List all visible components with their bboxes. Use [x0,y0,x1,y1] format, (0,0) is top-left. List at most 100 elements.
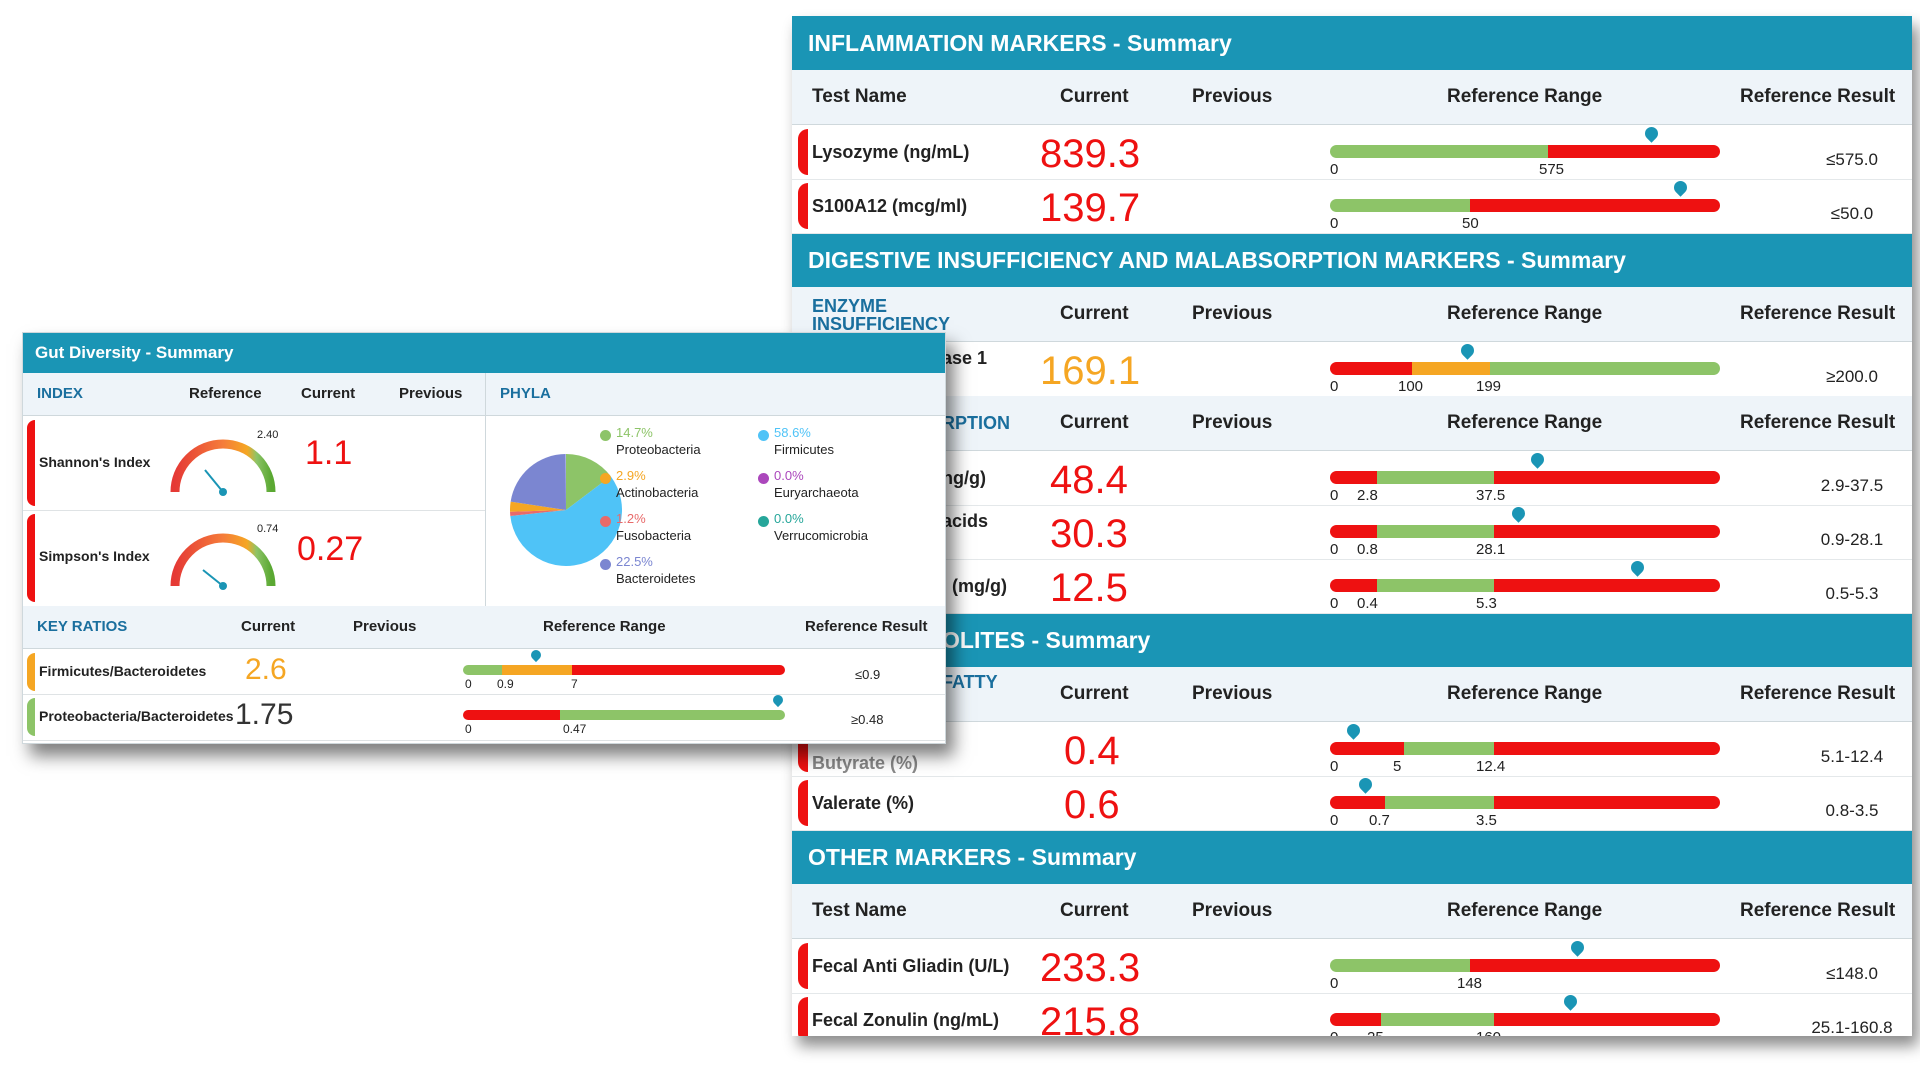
test-name: l (mg/g) [942,576,1007,596]
col-reference-range: Reference Range [1447,303,1603,324]
table-row[interactable]: S100A12 (mcg/ml) 139.7 0 50 ≤50.0 [792,178,1912,234]
malabsorption-label: RPTION [942,413,1011,433]
value-marker-icon [1568,938,1587,957]
range-bar [1330,525,1720,538]
current-value: 139.7 [1040,186,1141,230]
gut-diversity-panel: Gut Diversity - Summary INDEX Reference … [22,332,946,744]
pie-slice-proteobacteria [566,454,611,510]
legend-dot-icon [600,559,611,570]
tick-label: 3.5 [1476,812,1497,829]
range-bar [1330,796,1720,809]
col-current: Current [241,618,296,635]
index-current-value: 1.1 [305,434,353,472]
current-value: 48.4 [1050,458,1128,502]
value-marker-icon [1344,721,1363,740]
table-row[interactable]: Fecal Anti Gliadin (U/L) 233.3 0 148 ≤14… [792,938,1912,994]
legend-label: Bacteroidetes [616,571,696,586]
tick-label: 199 [1476,378,1502,395]
current-value: 215.8 [1040,1000,1141,1036]
col-previous: Previous [1192,86,1273,107]
reference-result: 25.1-160.8 [1811,1018,1893,1036]
enzyme-header: ENZYME INSUFFICIENCY Current Previous Re… [792,287,1912,342]
status-flag [27,698,35,736]
legend-label: Euryarchaeota [774,485,859,500]
ratio-name: Proteobacteria/Bacteroidetes [39,708,234,724]
inflammation-header: Test Name Current Previous Reference Ran… [792,70,1912,125]
table-row[interactable]: ase 1 169.1 0 100 199 ≥200.0 [792,341,1912,397]
range-bar [463,665,785,675]
status-flag [27,653,35,691]
inflammation-title: INFLAMMATION MARKERS - Summary [792,16,1912,70]
table-row[interactable]: Lysozyme (ng/mL) 839.3 0 575 ≤575.0 [792,124,1912,180]
col-reference-range: Reference Range [1447,86,1603,107]
legend-item: 58.6% Firmicutes [758,424,834,458]
reference-result: ≤575.0 [1826,150,1878,169]
table-row[interactable]: ng/g) 48.4 0 2.8 37.5 2.9-37.5 [792,450,1912,506]
legend-item: 0.0% Verrucomicrobia [758,510,868,544]
status-flag [798,780,808,826]
index-row[interactable]: Simpson's Index 0.74 0.27 [23,510,485,607]
table-row[interactable]: Valerate (%) 0.6 0 0.7 3.5 0.8-3.5 [792,775,1912,831]
col-test-name: Test Name [812,900,907,921]
col-current: Current [1060,303,1129,324]
legend-item: 14.7% Proteobacteria [600,424,701,458]
legend-dot-icon [758,473,769,484]
col-reference-result: Reference Result [1740,412,1896,433]
col-previous: Previous [353,618,417,635]
pie-slice-bacteroidetes [510,454,566,510]
test-name: Valerate (%) [812,793,915,813]
col-current: Current [1060,412,1129,433]
legend-percent: 14.7% [616,425,653,440]
tick-label: 0.8 [1357,541,1378,558]
table-row[interactable]: Butyrate (%) 0.4 0 5 12.4 5.1-12.4 [792,721,1912,777]
tick-label: 0 [1330,378,1339,395]
status-flag [798,129,808,175]
current-value: 233.3 [1040,946,1141,990]
value-marker-icon [528,647,544,663]
simpson-gauge: 0.74 [170,523,278,590]
gauge-max-label: 0.74 [257,523,278,535]
tick-label: 50 [1462,215,1479,232]
table-row[interactable]: l (mg/g) 12.5 0 0.4 5.3 0.5-5.3 [792,558,1912,614]
table-row[interactable]: acids 30.3 0 0.8 28.1 0.9-28.1 [792,504,1912,560]
legend-item: 22.5% Bacteroidetes [600,553,696,587]
phyla-pie-chart [510,454,622,566]
tick-label: 0 [1330,975,1339,992]
status-flag [27,420,35,506]
reference-result: 2.9-37.5 [1820,476,1884,495]
pie-slice-actinobacteria [510,501,566,512]
metabolites-header: FATTY Current Previous Reference Range R… [792,667,1912,722]
legend-label: Firmicutes [774,442,834,457]
col-index: INDEX [37,385,83,402]
index-row[interactable]: Shannon's Index 2.40 1.1 [23,416,485,511]
reference-result: ≤148.0 [1826,964,1878,983]
test-name: ase 1 [942,348,988,368]
legend-dot-icon [758,430,769,441]
status-flag [798,997,808,1036]
metabolites-title: OLITES - Summary [792,613,1912,667]
tick-label: 0 [1330,758,1339,775]
current-value: 839.3 [1040,132,1141,176]
ratio-row[interactable]: Proteobacteria/Bacteroidetes 1.75 0 0.47… [23,692,945,741]
tick-label: 100 [1398,378,1424,395]
col-current: Current [1060,86,1129,107]
range-bar [1330,742,1720,755]
legend-percent: 2.9% [616,468,646,483]
ratio-row[interactable]: Firmicutes/Bacteroidetes 2.6 0 0.9 7 ≤0.… [23,647,945,695]
tick-label: 7 [571,677,578,691]
tick-label: 575 [1539,161,1565,178]
col-key-ratios: KEY RATIOS [37,618,128,635]
tick-label: 0 [1330,595,1339,612]
table-row[interactable]: Fecal Zonulin (ng/mL) 215.8 0 25 160 25.… [792,992,1912,1036]
col-previous: Previous [399,385,463,402]
tick-label: 0 [1330,812,1339,829]
col-reference-range: Reference Range [1447,412,1603,433]
col-reference-range: Reference Range [1447,900,1603,921]
current-value: 0.6 [1064,783,1120,827]
range-bar [1330,579,1720,592]
col-reference-result: Reference Result [805,618,928,635]
range-bar [463,710,785,720]
current-value: 12.5 [1050,566,1128,610]
range-bar [1330,199,1720,212]
tick-label: 0 [1330,161,1339,178]
